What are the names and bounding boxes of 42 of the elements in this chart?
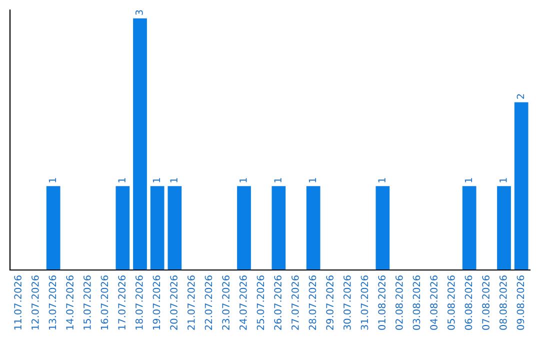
x-tick-label: 19.07.2026: [152, 275, 160, 330]
data-label: 2: [516, 94, 524, 99]
x-tick-label: 05.08.2026: [447, 275, 455, 330]
x-tick-label: 03.08.2026: [412, 275, 420, 330]
data-label: 1: [274, 178, 282, 182]
data-label: 1: [378, 178, 386, 182]
x-tick-label: 15.07.2026: [83, 275, 91, 330]
x-tick-label: 29.07.2026: [326, 275, 334, 330]
x-tick-label: 09.08.2026: [516, 275, 524, 330]
x-tick-label: 07.08.2026: [482, 275, 490, 330]
x-tick-label: 18.07.2026: [135, 275, 143, 330]
data-label: 1: [118, 178, 126, 182]
data-label: 3: [135, 10, 143, 15]
x-tick-label: 01.08.2026: [378, 275, 386, 330]
x-tick-label: 12.07.2026: [31, 275, 39, 330]
x-tick-label: 27.07.2026: [291, 275, 299, 330]
x-tick-label: 14.07.2026: [66, 275, 74, 330]
x-tick-label: 30.07.2026: [343, 275, 351, 330]
x-tick-label: 24.07.2026: [239, 275, 247, 330]
x-tick-label: 08.08.2026: [499, 275, 507, 330]
x-tick-label: 21.07.2026: [187, 275, 195, 330]
data-label: 1: [240, 178, 247, 182]
x-tick-label: 16.07.2026: [100, 275, 108, 330]
x-tick-label: 20.07.2026: [170, 275, 178, 330]
data-label: 1: [170, 178, 178, 182]
x-tick-label: 25.07.2026: [256, 275, 264, 330]
data-label: 1: [464, 178, 472, 182]
x-tick-label: 17.07.2026: [118, 275, 126, 330]
data-label: 1: [48, 178, 56, 182]
x-tick-label: 04.08.2026: [430, 275, 438, 330]
x-tick-label: 22.07.2026: [204, 275, 212, 330]
data-label: 1: [308, 178, 316, 182]
x-tick-label: 31.07.2026: [360, 275, 368, 330]
x-tick-label: 23.07.2026: [222, 275, 230, 330]
data-label: 1: [152, 178, 160, 182]
x-tick-label: 11.07.2026: [14, 275, 22, 330]
x-tick-label: 13.07.2026: [48, 275, 56, 330]
x-tick-label: 26.07.2026: [274, 275, 282, 330]
x-tick-label: 28.07.2026: [308, 275, 316, 330]
x-tick-label: 06.08.2026: [464, 275, 472, 330]
x-tick-label: 02.08.2026: [395, 275, 403, 330]
data-label: 1: [500, 178, 507, 182]
